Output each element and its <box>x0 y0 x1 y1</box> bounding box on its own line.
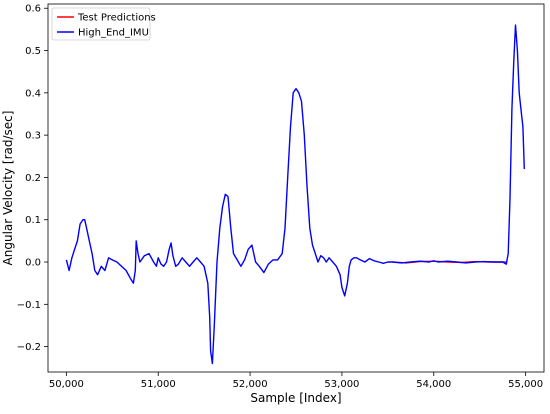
y-tick-label: −0.2 <box>17 342 41 353</box>
y-axis: −0.2 −0.1 0.0 0.1 0.2 0.3 0.4 0.5 0.6 <box>17 4 48 353</box>
y-tick-label: 0.3 <box>25 131 41 142</box>
x-axis-label: Sample [Index] <box>250 391 341 405</box>
y-axis-label: Angular Velocity [rad/sec] <box>1 111 15 266</box>
x-tick-label: 53,000 <box>324 379 359 390</box>
legend: Test Predictions High_End_IMU <box>51 7 156 41</box>
y-tick-label: −0.1 <box>17 300 41 311</box>
plot-area <box>47 3 545 373</box>
y-tick-label: 0.5 <box>25 46 41 57</box>
x-tick-label: 55,000 <box>508 379 543 390</box>
y-tick-label: 0.0 <box>25 258 41 269</box>
series-line-high-end-imu <box>65 24 525 365</box>
y-tick-label: 0.1 <box>25 215 41 226</box>
y-tick-label: 0.4 <box>25 88 41 99</box>
legend-label-high-end-imu: High_End_IMU <box>78 28 149 39</box>
x-tick-label: 54,000 <box>416 379 451 390</box>
y-tick-label: 0.6 <box>25 4 41 15</box>
series-layer <box>65 24 525 365</box>
x-tick-label: 51,000 <box>141 379 176 390</box>
legend-box <box>51 7 151 41</box>
y-tick-label: 0.2 <box>25 173 41 184</box>
legend-label-test-predictions: Test Predictions <box>77 13 156 24</box>
x-axis: 50,000 51,000 52,000 53,000 54,000 55,000 <box>49 372 543 390</box>
x-tick-label: 50,000 <box>49 379 84 390</box>
x-tick-label: 52,000 <box>233 379 268 390</box>
